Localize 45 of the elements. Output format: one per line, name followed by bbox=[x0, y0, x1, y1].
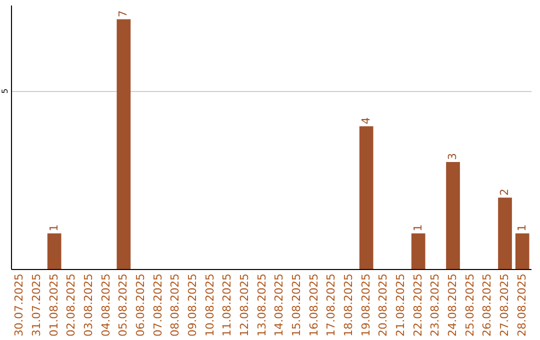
x-tick-label: 13.08.2025 bbox=[255, 274, 268, 336]
x-tick-label: 01.08.2025 bbox=[47, 274, 60, 336]
data-label: 1 bbox=[411, 224, 424, 232]
data-label: 4 bbox=[359, 117, 372, 124]
x-tick-label: 20.08.2025 bbox=[376, 274, 390, 336]
x-tick-label: 03.08.2025 bbox=[82, 274, 95, 336]
bar bbox=[515, 233, 530, 269]
x-tick-label: 05.08.2025 bbox=[116, 274, 130, 336]
x-tick-label: 30.07.2025 bbox=[12, 274, 26, 336]
x-tick-label: 07.08.2025 bbox=[151, 274, 164, 336]
x-tick-label: 28.08.2025 bbox=[515, 274, 528, 336]
x-tick-label: 08.08.2025 bbox=[168, 274, 182, 336]
x-tick-label: 06.08.2025 bbox=[134, 274, 147, 336]
x-tick-label: 27.08.2025 bbox=[498, 274, 511, 336]
x-tick-label: 18.08.2025 bbox=[342, 274, 355, 336]
y-tick-label: 5 bbox=[0, 88, 10, 94]
data-label: 7 bbox=[116, 10, 130, 18]
bar bbox=[446, 162, 460, 269]
bar bbox=[411, 233, 426, 269]
x-tick-label: 10.08.2025 bbox=[203, 274, 216, 336]
x-tick-label: 09.08.2025 bbox=[186, 274, 199, 336]
bar bbox=[47, 233, 62, 269]
x-tick-label: 26.08.2025 bbox=[480, 274, 494, 336]
x-tick-label: 31.07.2025 bbox=[30, 274, 43, 336]
bar bbox=[498, 198, 512, 269]
x-tick-label: 04.08.2025 bbox=[99, 274, 112, 336]
x-tick-label: 14.08.2025 bbox=[272, 274, 286, 336]
x-tick-label: 16.08.2025 bbox=[307, 274, 320, 336]
data-label: 3 bbox=[446, 152, 459, 160]
x-tick-label: 22.08.2025 bbox=[411, 274, 424, 336]
x-tick-label: 11.08.2025 bbox=[220, 274, 234, 336]
x-tick-label: 25.08.2025 bbox=[463, 274, 476, 336]
x-tick-label: 15.08.2025 bbox=[290, 274, 303, 336]
x-tick-label: 23.08.2025 bbox=[428, 274, 442, 336]
data-label: 1 bbox=[47, 224, 60, 232]
x-tick-label: 21.08.2025 bbox=[394, 274, 407, 336]
bar bbox=[359, 126, 374, 269]
data-label: 1 bbox=[515, 224, 528, 232]
bar bbox=[116, 19, 131, 269]
x-tick-label: 19.08.2025 bbox=[359, 274, 372, 336]
x-tick-label: 17.08.2025 bbox=[324, 274, 338, 336]
data-label: 2 bbox=[498, 188, 511, 196]
x-tick-label: 12.08.2025 bbox=[238, 274, 251, 336]
x-tick-label: 24.08.2025 bbox=[446, 274, 459, 336]
x-tick-label: 02.08.2025 bbox=[64, 274, 78, 336]
